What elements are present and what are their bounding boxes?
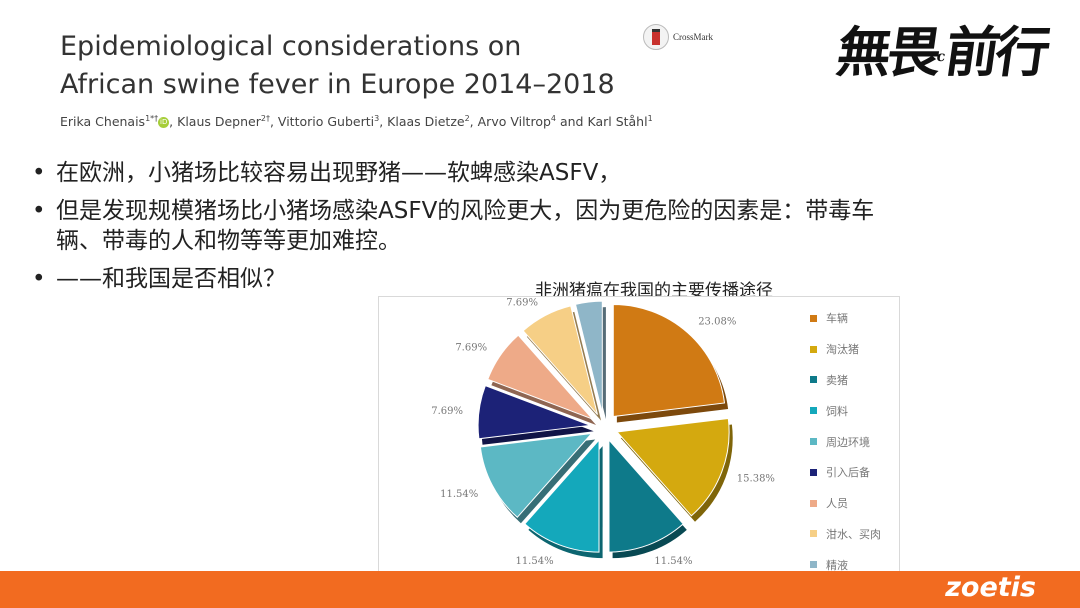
logo-text-b: 前行 [941, 20, 1051, 84]
pie-slice-top [524, 438, 600, 553]
legend-label: 周边环境 [826, 435, 870, 449]
pie-slice-top [612, 303, 726, 418]
footer-bar: zoetis [0, 571, 1080, 608]
legend-item: 卖猪 [810, 365, 898, 396]
paper-title: Epidemiological considerations on Africa… [60, 31, 615, 100]
bullet-dot: • [32, 198, 46, 224]
pie-slice-top [479, 432, 593, 519]
crossmark-icon [643, 24, 669, 50]
bullet-item: • ——和我国是否相似？ [32, 264, 912, 294]
pie-slice-1 [612, 303, 729, 423]
bullet-dot: • [32, 160, 46, 186]
pie-slice-top [477, 384, 591, 440]
legend-swatch [810, 376, 817, 384]
logo-text-a: 無畏 [832, 20, 942, 84]
legend-item: 淘汰猪 [810, 334, 898, 365]
author-name: Klaus Depner [177, 114, 261, 130]
author-affiliation: 3 [374, 114, 380, 123]
pie-data-label: 11.54% [440, 489, 478, 500]
pie-slice-top [574, 300, 603, 414]
pie-chart: 23.08% 15.38% 11.54% 11.54% 11.54% 7.69% 7.69%… [431, 297, 775, 567]
bullet-text: 在欧洲，小猪场比较容易出现野猪——软蜱感染ASFV， [56, 160, 622, 186]
pie-slice-2 [616, 417, 733, 522]
legend-item: 人员 [810, 488, 898, 519]
legend-label: 泔水、买肉 [826, 527, 881, 541]
legend-swatch [810, 314, 817, 322]
pie-data-label: 7.69% [455, 342, 487, 353]
pie-slice-4 [524, 438, 603, 559]
legend-label: 人员 [826, 497, 848, 511]
legend-item: 饲料 [810, 395, 898, 426]
legend-item: 车辆 [810, 303, 898, 334]
pie-slice-top [616, 417, 730, 517]
chart-legend: 车辆淘汰猪卖猪饲料周边环境引入后备人员泔水、买肉精液 [810, 303, 898, 580]
legend-label: 淘汰猪 [826, 343, 859, 357]
author-affiliation: 1 [647, 114, 653, 123]
bullet-item: • 在欧洲，小猪场比较容易出现野猪——软蜱感染ASFV， [32, 158, 912, 188]
pie-data-label: 15.38% [737, 473, 775, 484]
pie-data-label: 11.54% [654, 556, 692, 567]
pie-data-label: 7.69% [506, 297, 538, 308]
crossmark-badge[interactable]: CrossMark [643, 24, 713, 50]
pie-data-label: 23.08% [698, 317, 736, 328]
legend-item: 精液 [810, 549, 898, 580]
bullet-item: • 但是发现规模猪场比小猪场感染ASFV的风险更大，因为更危险的因素是：带毒车辆、… [32, 196, 912, 256]
legend-item: 引入后备 [810, 457, 898, 488]
pie-slice-5 [479, 432, 596, 524]
legend-swatch [810, 345, 817, 353]
author-affiliation: 2 [464, 114, 470, 123]
legend-label: 引入后备 [826, 466, 870, 480]
bullet-text: 但是发现规模猪场比小猪场感染ASFV的风险更大，因为更危险的因素是：带毒车辆、带… [56, 198, 875, 254]
author-name: Klaas Dietze [387, 114, 465, 130]
author-name: Erika Chenais [60, 114, 146, 130]
legend-swatch [810, 468, 817, 476]
legend-label: 饲料 [826, 404, 848, 418]
logo: 無畏c前行 [832, 8, 1052, 87]
pie-slice-7 [487, 334, 597, 426]
legend-swatch [810, 561, 817, 569]
bullet-dot: • [32, 266, 46, 292]
pie-slice-top [522, 305, 598, 415]
author-name: Karl Ståhl [587, 114, 648, 130]
author-name: Arvo Viltrop [477, 114, 551, 130]
author-name: Vittorio Guberti [277, 114, 375, 130]
pie-slice-3 [608, 438, 687, 559]
orcid-icon[interactable]: iD [158, 117, 170, 129]
pie-slice-9 [574, 300, 606, 420]
pie-data-label: 11.54% [515, 556, 553, 567]
brand-logo: zoetis [945, 572, 1036, 603]
author-affiliation: 2† [260, 114, 270, 123]
pie-slice-8 [522, 305, 602, 421]
author-affiliation: 1*† [145, 114, 159, 123]
legend-swatch [810, 530, 817, 538]
legend-item: 泔水、买肉 [810, 519, 898, 550]
bullet-text: ——和我国是否相似？ [56, 266, 286, 292]
pie-slice-top [608, 438, 684, 553]
legend-swatch [810, 438, 817, 446]
legend-label: 精液 [826, 558, 848, 572]
pie-data-label: 7.69% [431, 406, 463, 417]
legend-item: 周边环境 [810, 426, 898, 457]
author-affiliation: 4 [550, 114, 556, 123]
legend-swatch [810, 499, 817, 507]
pie-chart-frame: 23.08% 15.38% 11.54% 11.54% 11.54% 7.69% 7.69%… [378, 296, 900, 573]
pie-slice-top [487, 334, 593, 420]
bullet-list: • 在欧洲，小猪场比较容易出现野猪——软蜱感染ASFV， • 但是发现规模猪场比小猪… [32, 158, 912, 302]
legend-label: 车辆 [826, 312, 848, 326]
pie-slice-6 [477, 384, 594, 445]
crossmark-label: CrossMark [673, 32, 713, 42]
legend-label: 卖猪 [826, 373, 848, 387]
paper-authors: Erika Chenais1*† iD, Klaus Depner2†, Vitt… [60, 114, 653, 130]
legend-swatch [810, 407, 817, 415]
